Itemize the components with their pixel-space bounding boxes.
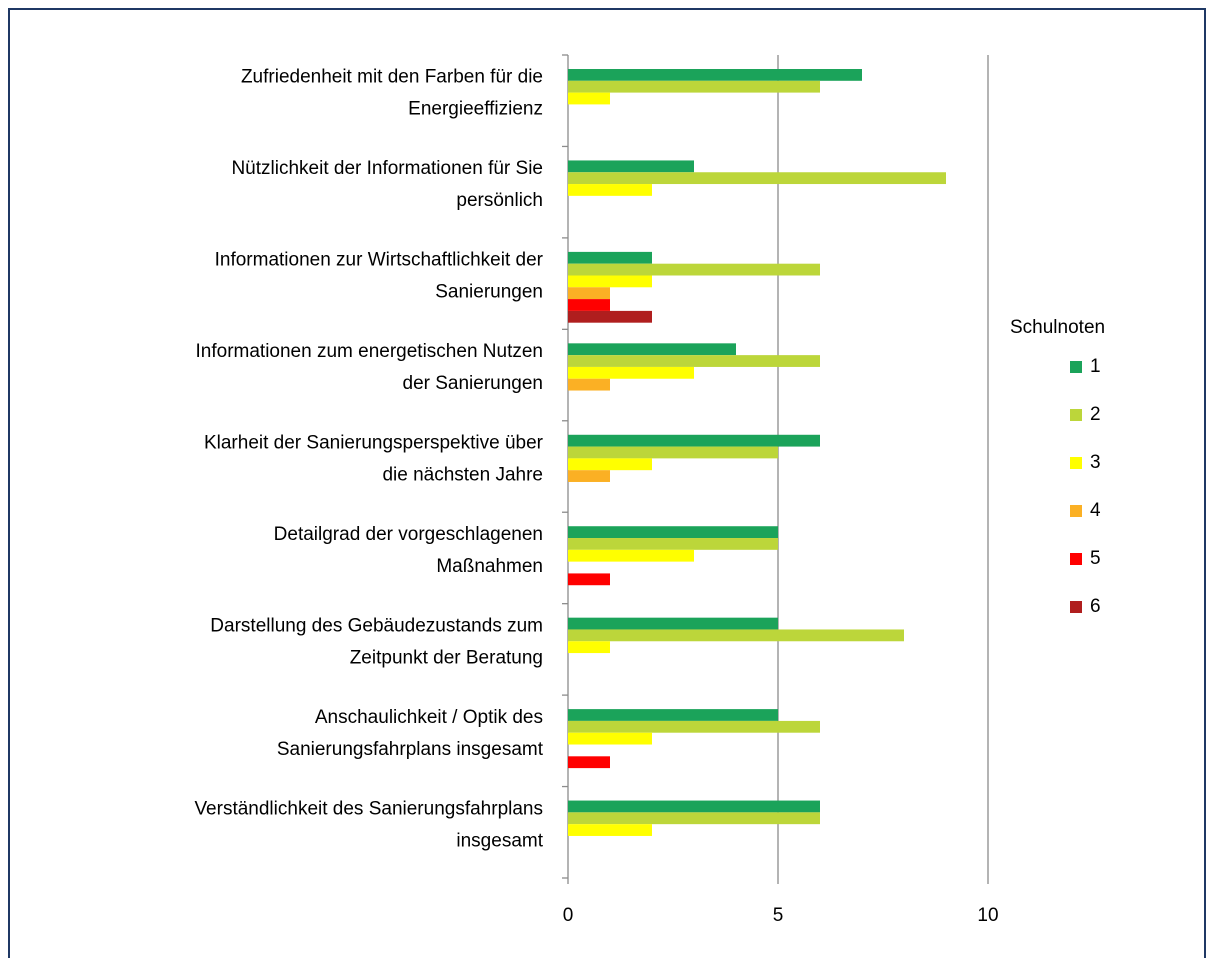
legend-swatch (1070, 505, 1082, 517)
bar (568, 92, 610, 105)
x-tick-label: 10 (977, 905, 998, 926)
y-tick-label: Informationen zur Wirtschaftlichkeit der (215, 250, 544, 271)
bar (568, 310, 652, 323)
bar (568, 573, 610, 586)
bar (568, 434, 820, 447)
bar (568, 812, 820, 825)
legend-swatch (1070, 553, 1082, 565)
legend-label: 2 (1090, 404, 1101, 425)
bar (568, 275, 652, 288)
bar (568, 160, 694, 173)
bar (568, 756, 610, 769)
bar (568, 709, 778, 721)
bar (568, 538, 778, 550)
y-tick-label: Verständlichkeit des Sanierungsfahrplans (194, 798, 543, 819)
bar (568, 80, 820, 93)
y-tick-label: Informationen zum energetischen Nutzen (196, 341, 543, 362)
bar (568, 641, 610, 654)
y-tick-label: Detailgrad der vorgeschlagenen (274, 524, 543, 545)
x-tick-label: 0 (563, 905, 574, 926)
bar (568, 172, 946, 185)
bar (568, 446, 778, 459)
y-tick-label: Nützlichkeit der Informationen für Sie (231, 158, 543, 179)
bar (568, 287, 610, 300)
bar (568, 355, 820, 367)
bar (568, 263, 820, 276)
bar (568, 800, 820, 813)
chart-frame (8, 8, 1206, 958)
bar (568, 720, 820, 733)
y-tick-label: Zufriedenheit mit den Farben für die (241, 67, 543, 88)
y-tick-label: Sanierungen (435, 282, 543, 303)
y-tick-label: Maßnahmen (436, 556, 543, 577)
bar (568, 617, 778, 630)
legend-swatch (1070, 457, 1082, 469)
bar (568, 629, 904, 642)
y-tick-label: Anschaulichkeit / Optik des (315, 707, 543, 728)
bar (568, 526, 778, 539)
bar (568, 299, 610, 311)
legend-swatch (1070, 361, 1082, 373)
y-tick-label: Darstellung des Gebäudezustands zum (210, 615, 543, 636)
y-tick-label: persönlich (456, 190, 543, 211)
legend-title: Schulnoten (1010, 317, 1105, 338)
bar (568, 470, 610, 482)
legend-label: 5 (1090, 548, 1101, 569)
y-tick-label: Sanierungsfahrplans insgesamt (277, 739, 544, 760)
y-tick-label: Klarheit der Sanierungsperspektive über (204, 433, 544, 454)
y-tick-label: insgesamt (456, 830, 543, 851)
bar (568, 458, 652, 471)
bar (568, 343, 736, 356)
bar (568, 69, 862, 81)
legend-label: 6 (1090, 596, 1101, 617)
legend-label: 4 (1090, 500, 1101, 521)
bar (568, 549, 694, 562)
y-tick-label: die nächsten Jahre (382, 465, 543, 486)
y-tick-label: Energieeffizienz (408, 99, 543, 120)
x-tick-label: 5 (773, 905, 784, 926)
bar (568, 184, 652, 196)
legend-label: 1 (1090, 356, 1101, 377)
bar (568, 251, 652, 264)
bar (568, 378, 610, 391)
bar (568, 732, 652, 745)
legend-label: 3 (1090, 452, 1101, 473)
legend-swatch (1070, 409, 1082, 421)
bar (568, 366, 694, 379)
legend-swatch (1070, 601, 1082, 613)
y-tick-label: Zeitpunkt der Beratung (350, 647, 543, 668)
y-tick-label: der Sanierungen (403, 373, 544, 394)
bar (568, 824, 652, 836)
